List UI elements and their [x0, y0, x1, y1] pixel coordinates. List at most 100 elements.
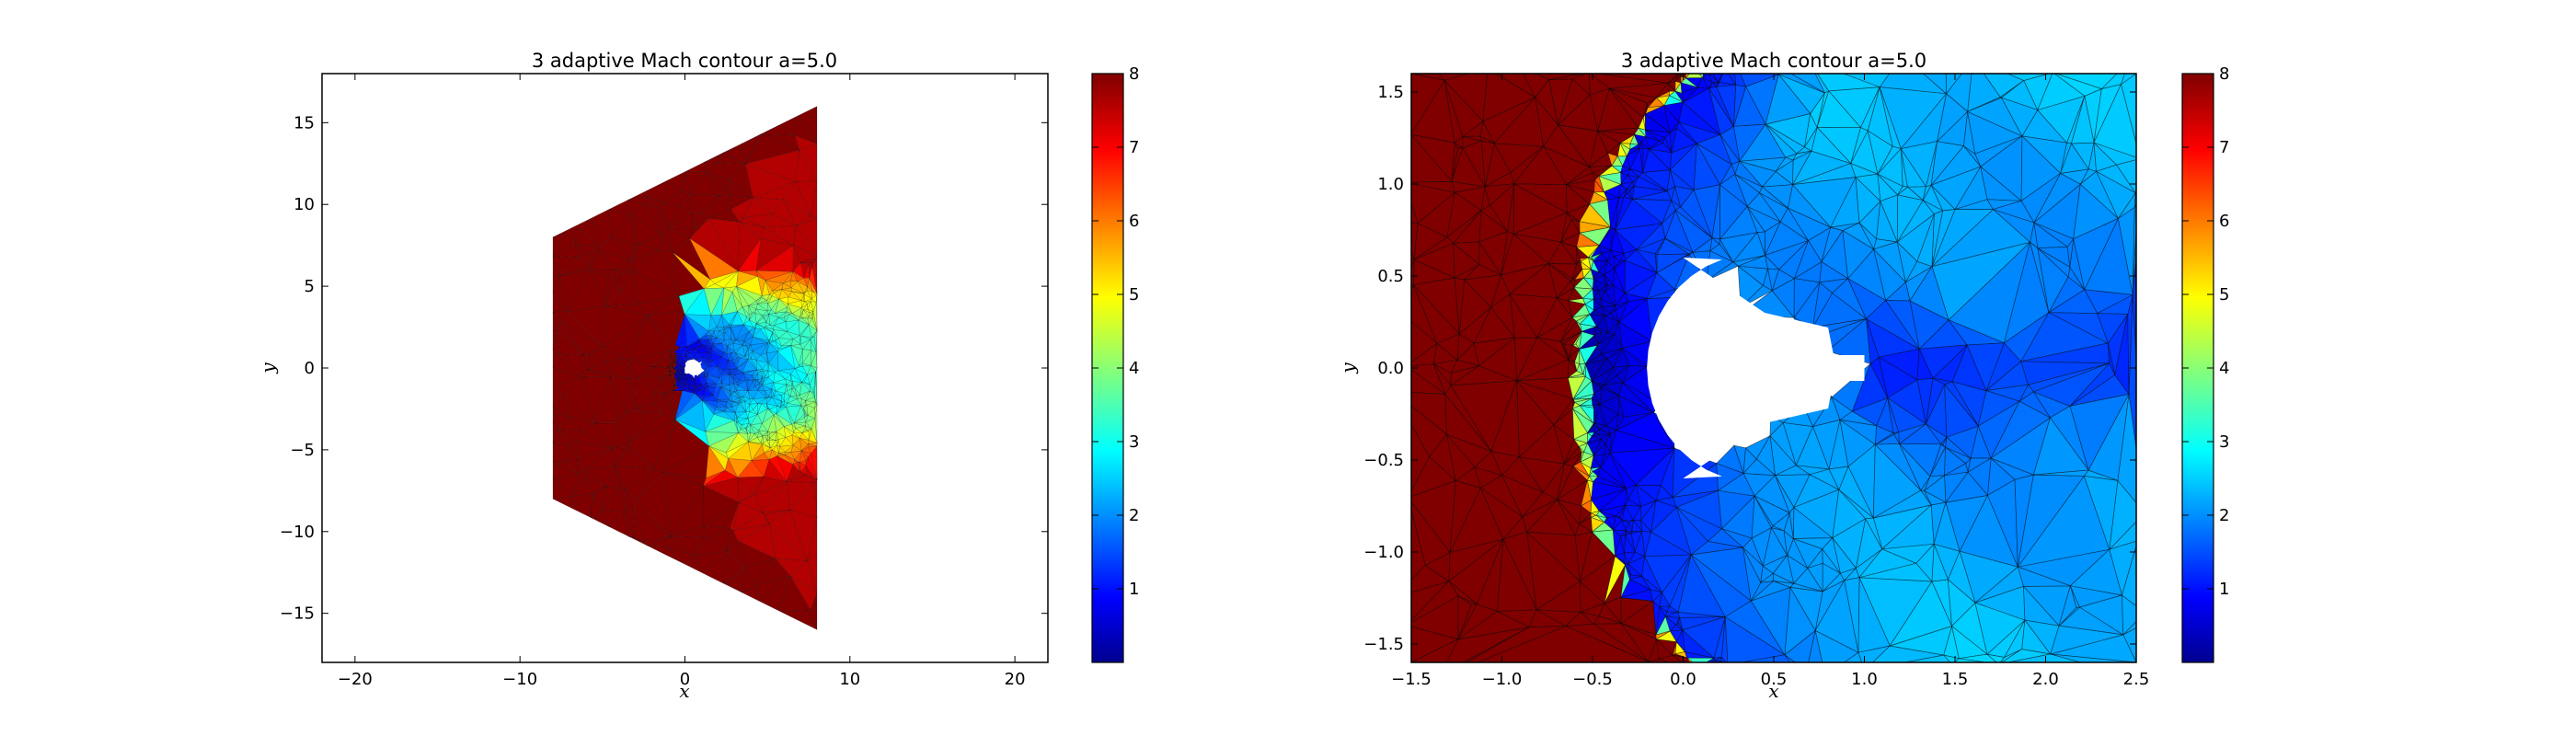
- mesh-triangle: [788, 291, 802, 301]
- mesh-triangle: [752, 378, 757, 382]
- mesh-triangle: [717, 399, 727, 403]
- mesh-triangle: [782, 271, 794, 284]
- mesh-triangle: [743, 336, 753, 346]
- mesh-triangle: [675, 379, 680, 385]
- mesh-triangle: [711, 345, 715, 349]
- mesh-triangle: [1579, 531, 1616, 582]
- mesh-triangle: [772, 444, 779, 454]
- mesh-triangle: [647, 315, 676, 351]
- mesh-triangle: [769, 431, 777, 442]
- mesh-triangle: [712, 386, 722, 400]
- mesh-triangle: [721, 353, 729, 361]
- mesh-triangle: [552, 473, 580, 497]
- mesh-triangle: [794, 135, 818, 151]
- mesh-triangle: [679, 356, 685, 361]
- y-tick-label: 0: [305, 359, 315, 378]
- mesh-triangle: [800, 300, 805, 308]
- mesh-triangle: [706, 445, 726, 478]
- mesh-triangle: [1619, 168, 1631, 177]
- mesh-triangle: [670, 368, 675, 374]
- mesh-triangle: [792, 270, 804, 282]
- mesh-triangle: [2020, 173, 2061, 224]
- mesh-triangle: [690, 193, 702, 214]
- mesh-triangle: [733, 417, 738, 422]
- y-tick-label: −0.5: [1363, 451, 1404, 470]
- mesh-triangle: [686, 346, 696, 351]
- mesh-triangle: [710, 330, 715, 337]
- mesh-triangle: [784, 454, 795, 466]
- mesh-triangle: [1394, 392, 1409, 598]
- mesh-triangle: [638, 234, 663, 251]
- mesh-triangle: [633, 249, 680, 297]
- mesh-triangle: [694, 393, 703, 401]
- mesh-triangle: [726, 398, 730, 403]
- mesh-triangle: [789, 510, 818, 562]
- mesh-triangle: [776, 405, 781, 408]
- mesh-triangle: [729, 179, 753, 199]
- mesh-triangle: [808, 445, 818, 454]
- mesh-triangle: [572, 477, 593, 497]
- mesh-triangle: [673, 379, 677, 385]
- mesh-triangle: [697, 347, 700, 353]
- mesh-triangle: [707, 385, 709, 388]
- mesh-triangle: [709, 270, 739, 284]
- colorbar-tick-label: 4: [1129, 359, 1139, 378]
- mesh-triangle: [747, 442, 763, 462]
- mesh-triangle: [1609, 87, 1658, 104]
- mesh-triangle: [669, 365, 673, 368]
- right-y-axis-label: y: [1337, 362, 1359, 374]
- mesh-triangle: [2093, 83, 2136, 158]
- mesh-triangle: [704, 386, 707, 390]
- right-mesh: [1394, 55, 2146, 662]
- mesh-triangle: [684, 162, 707, 172]
- mesh-triangle: [684, 171, 707, 195]
- mesh-triangle: [590, 510, 603, 519]
- mesh-triangle: [797, 398, 802, 407]
- mesh-triangle: [799, 432, 810, 441]
- mesh-triangle: [1495, 74, 1536, 98]
- mesh-triangle: [762, 314, 769, 318]
- mesh-triangle: [1903, 55, 2129, 62]
- x-tick-label: −20: [338, 670, 373, 689]
- x-tick-label: 10: [839, 670, 860, 689]
- left-plot-title: 3 adaptive Mach contour a=5.0: [532, 50, 837, 72]
- mesh-triangle: [738, 222, 762, 272]
- mesh-triangle: [672, 252, 711, 290]
- mesh-triangle: [674, 359, 677, 362]
- mesh-triangle: [791, 388, 797, 397]
- mesh-triangle: [674, 356, 678, 360]
- mesh-triangle: [1632, 505, 1642, 521]
- colorbar-tick-label: 7: [2219, 138, 2229, 157]
- mesh-triangle: [730, 368, 739, 374]
- colorbar-tick-label: 7: [1129, 138, 1139, 157]
- mesh-triangle: [760, 328, 769, 341]
- mesh-triangle: [745, 379, 749, 391]
- mesh-triangle: [695, 387, 698, 390]
- mesh-triangle: [710, 336, 717, 340]
- mesh-triangle: [698, 335, 709, 340]
- colorbar-tick-label: 6: [1129, 212, 1139, 231]
- mesh-triangle: [1898, 423, 1926, 444]
- mesh-triangle: [1655, 630, 1671, 640]
- mesh-triangle: [736, 286, 763, 302]
- mesh-triangle: [2032, 362, 2110, 407]
- mesh-triangle: [706, 351, 709, 356]
- mesh-triangle: [669, 362, 673, 368]
- mesh-triangle: [1591, 433, 1602, 441]
- mesh-triangle: [1764, 240, 1809, 270]
- mesh-triangle: [605, 358, 621, 374]
- mesh-triangle: [754, 380, 760, 387]
- mesh-triangle: [720, 386, 730, 392]
- mesh-triangle: [699, 388, 706, 397]
- mesh-triangle: [2143, 191, 2146, 623]
- mesh-triangle: [748, 319, 757, 328]
- mesh-triangle: [748, 432, 755, 443]
- mesh-triangle: [557, 416, 581, 431]
- mesh-triangle: [762, 134, 800, 151]
- mesh-triangle: [688, 385, 694, 391]
- mesh-triangle: [740, 428, 749, 434]
- mesh-triangle: [782, 199, 811, 226]
- mesh-triangle: [1599, 403, 1619, 427]
- mesh-triangle: [552, 479, 574, 500]
- mesh-triangle: [678, 288, 705, 316]
